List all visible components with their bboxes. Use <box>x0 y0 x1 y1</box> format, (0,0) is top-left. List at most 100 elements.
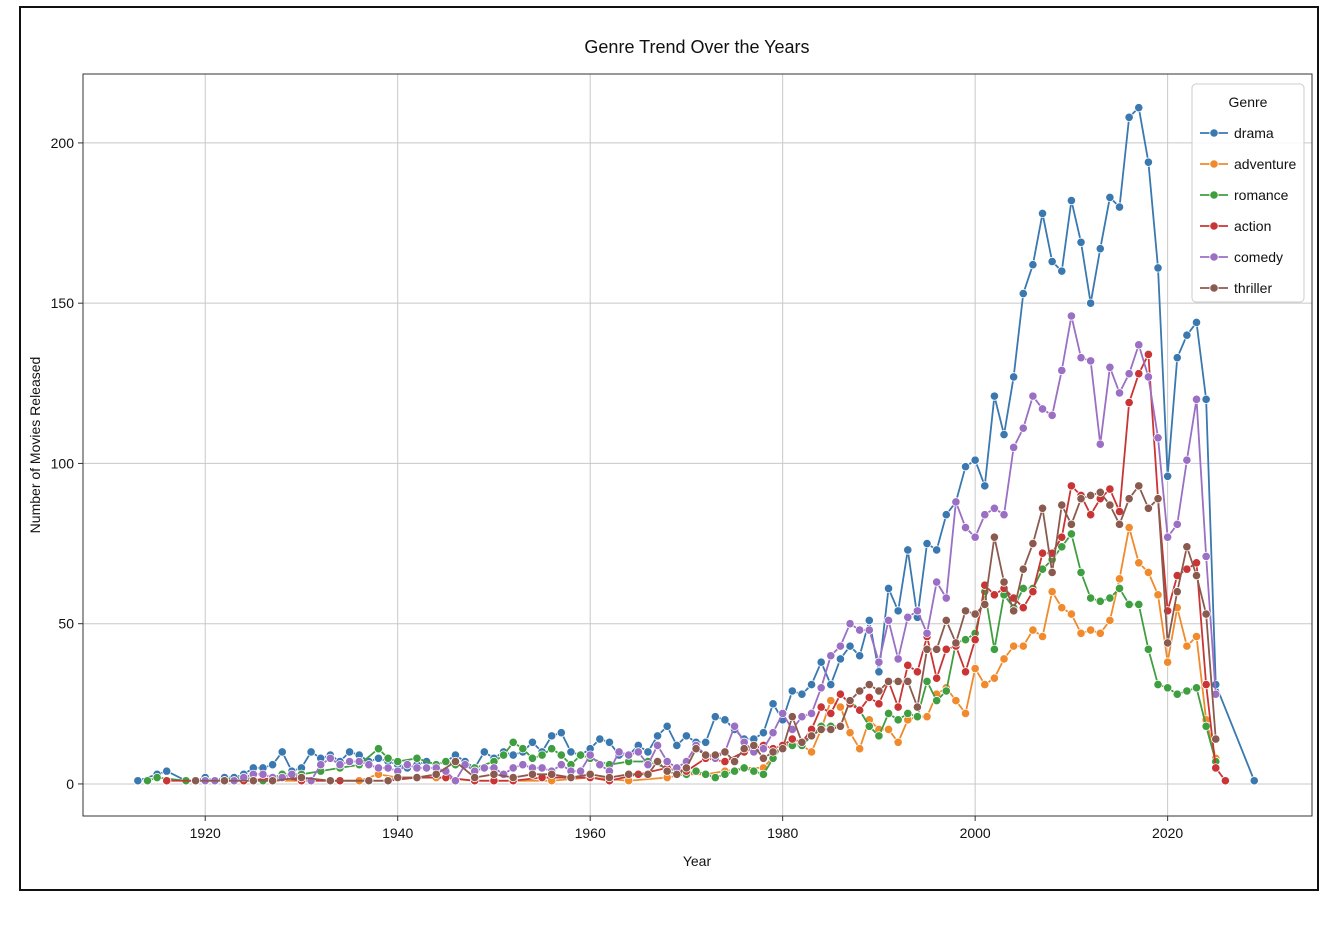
data-point <box>816 724 826 735</box>
data-point <box>1201 609 1211 619</box>
x-tick-label: 2000 <box>960 825 991 841</box>
data-point <box>595 734 605 744</box>
data-point <box>893 676 903 686</box>
data-point <box>951 696 961 706</box>
data-point <box>316 760 326 770</box>
legend-swatch-marker <box>1209 221 1219 231</box>
data-point <box>1086 298 1096 308</box>
legend-swatch-marker <box>1209 190 1219 200</box>
y-tick-label: 50 <box>58 616 74 632</box>
data-point <box>932 673 942 683</box>
data-point <box>1182 330 1192 340</box>
data-point <box>874 699 884 709</box>
data-point <box>402 760 412 770</box>
data-point <box>624 769 634 779</box>
data-point <box>951 497 961 507</box>
data-point <box>710 750 720 760</box>
y-tick-label: 200 <box>51 135 75 151</box>
data-point <box>219 776 230 786</box>
data-point <box>855 625 865 635</box>
data-point <box>1124 494 1134 504</box>
legend-label: action <box>1234 218 1271 234</box>
data-point <box>1201 721 1211 731</box>
data-point <box>797 737 807 747</box>
data-point <box>1201 551 1211 561</box>
data-point <box>922 628 932 638</box>
data-point <box>912 712 923 722</box>
data-point <box>412 772 422 783</box>
legend: Genre drama adventure romance action comedy th… <box>1191 83 1305 303</box>
data-point <box>1143 503 1153 513</box>
data-point <box>1028 391 1038 401</box>
data-point <box>1105 192 1115 202</box>
data-point <box>1134 340 1144 350</box>
data-point <box>1076 494 1086 504</box>
data-point <box>1114 202 1125 212</box>
data-point <box>344 747 355 757</box>
data-point <box>643 747 653 757</box>
data-point <box>720 769 730 779</box>
data-point <box>412 753 422 763</box>
data-point <box>932 644 942 654</box>
data-point <box>729 756 740 767</box>
data-point <box>364 760 374 770</box>
data-point <box>1037 208 1048 219</box>
data-point <box>989 590 1000 600</box>
data-point <box>778 708 788 719</box>
data-point <box>855 686 865 696</box>
data-point <box>1163 638 1173 648</box>
series-line <box>166 351 1227 782</box>
data-point <box>701 737 711 747</box>
data-point <box>778 744 788 754</box>
data-point <box>614 747 624 757</box>
data-point <box>1057 266 1067 276</box>
data-point <box>845 641 855 651</box>
data-point <box>1143 349 1153 360</box>
data-point <box>1172 519 1182 529</box>
data-point <box>845 696 855 706</box>
legend-box <box>1191 83 1305 303</box>
y-tick-label: 150 <box>51 295 75 311</box>
data-point <box>729 766 740 776</box>
data-point <box>1114 519 1125 529</box>
data-point <box>864 625 874 635</box>
data-point <box>701 750 711 760</box>
data-point <box>412 763 422 773</box>
data-point <box>239 772 249 783</box>
data-point <box>903 612 913 622</box>
data-point <box>662 756 672 767</box>
data-point <box>267 776 278 786</box>
data-point <box>1047 567 1057 578</box>
data-point <box>556 760 566 770</box>
data-point <box>999 577 1009 587</box>
data-point <box>720 747 730 757</box>
x-tick-label: 1960 <box>575 825 606 841</box>
data-point <box>1134 481 1144 491</box>
data-point <box>1105 593 1115 603</box>
data-point <box>806 731 817 741</box>
grid <box>83 74 1312 816</box>
data-point <box>1191 394 1202 404</box>
data-point <box>1057 603 1067 613</box>
data-point <box>1153 263 1163 273</box>
legend-label: drama <box>1234 125 1274 141</box>
legend-swatch-marker <box>1209 283 1219 293</box>
data-point <box>989 644 1000 654</box>
data-point <box>1105 484 1115 494</box>
data-point <box>883 724 894 735</box>
data-point <box>1124 397 1134 408</box>
legend-label: comedy <box>1234 249 1283 265</box>
data-point <box>1086 625 1096 635</box>
data-point <box>652 756 663 767</box>
data-point <box>1105 362 1115 372</box>
data-point <box>508 737 518 747</box>
data-point <box>758 744 769 754</box>
data-point <box>633 747 643 757</box>
data-point <box>566 772 576 783</box>
data-point <box>835 689 846 699</box>
data-point <box>980 481 990 491</box>
data-point <box>970 455 980 465</box>
data-point <box>1066 609 1076 619</box>
data-point <box>980 510 990 520</box>
data-point <box>787 686 797 696</box>
